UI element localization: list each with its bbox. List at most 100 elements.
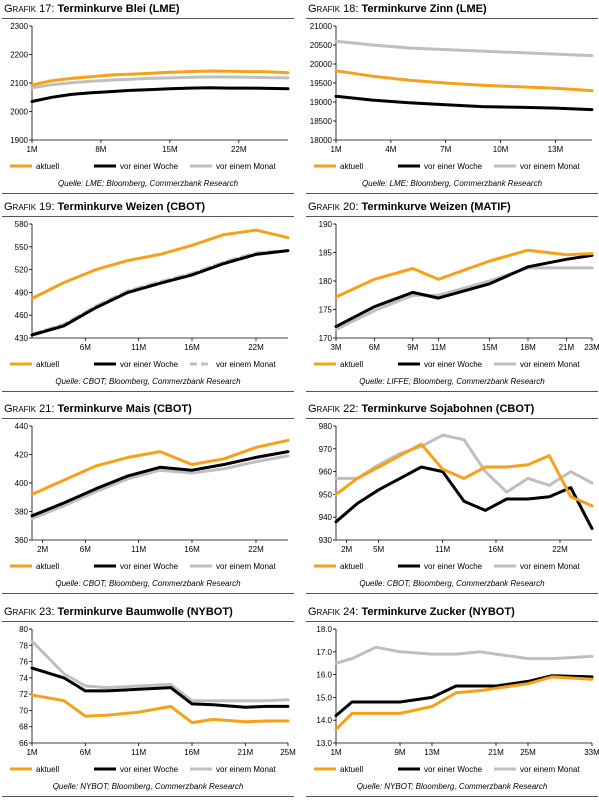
line-chart: 18000 18500 19000 19500 20000 20500 21000 1M 4M 7… — [310, 22, 594, 171]
series-line-vor-einer-woche — [30, 450, 290, 518]
x-tick-label: 33M — [584, 748, 599, 757]
chart-source: Quelle: CBOT; Bloomberg, Commerzbank Res… — [55, 377, 241, 386]
title-divider — [2, 18, 294, 19]
x-tick-label: 6M — [80, 748, 91, 757]
chart-source: Quelle: LIFFE; Bloomberg, Commerzbank Re… — [359, 377, 545, 386]
y-tick-label: 13.0 — [316, 739, 332, 748]
x-tick-label: 23M — [584, 343, 599, 352]
x-tick-label: 4M — [385, 145, 396, 154]
chart-title-prefix: Grafik 22: — [308, 403, 359, 415]
panel-bottom-divider — [306, 593, 598, 594]
panel-bottom-divider — [2, 796, 294, 797]
chart-title: Grafik 19: Terminkurve Weizen (CBOT) — [4, 201, 205, 213]
series-line-aktuell — [30, 438, 290, 496]
x-tick-label: 11M — [131, 545, 146, 554]
x-tick-label: 16M — [184, 343, 200, 352]
chart-title-text: Terminkurve Weizen (MATIF) — [358, 201, 511, 213]
panel-bottom-divider — [306, 796, 598, 797]
x-tick-label: 2M — [341, 545, 352, 554]
title-divider — [306, 216, 598, 217]
y-tick-label: 2000 — [10, 108, 28, 117]
y-tick-label: 185 — [319, 249, 333, 258]
y-tick-label: 18000 — [310, 136, 333, 145]
series-line-aktuell — [30, 69, 290, 87]
series-line-vor-einem-monat — [334, 645, 594, 665]
x-tick-label: 11M — [131, 748, 146, 757]
chart-panel: Grafik 24: Terminkurve Zucker (NYBOT) 13.… — [306, 606, 599, 801]
x-tick-label: 1M — [26, 145, 37, 154]
chart-source: Quelle: CBOT; Bloomberg, Commerzbank Res… — [359, 579, 545, 588]
x-tick-label: 15M — [162, 145, 178, 154]
y-tick-label: 930 — [319, 536, 333, 545]
x-tick-label: 21M — [559, 343, 575, 352]
legend-label: aktuell — [340, 765, 363, 774]
x-tick-label: 1M — [330, 748, 341, 757]
y-tick-label: 17.0 — [316, 648, 332, 657]
x-tick-label: 25M — [280, 748, 296, 757]
y-tick-label: 18500 — [310, 117, 333, 126]
x-tick-label: 16M — [488, 545, 504, 554]
legend-label: vor einem Monat — [520, 562, 580, 571]
series-line-vor-einer-woche — [30, 249, 290, 337]
y-tick-label: 490 — [15, 288, 29, 297]
chart-title-prefix: Grafik 17: — [4, 3, 55, 15]
series-line-vor-einem-monat — [30, 639, 290, 703]
panel-bottom-divider — [2, 391, 294, 392]
line-chart: 170 175 180 185 190 3M 6M 9M 11M 15M 18M 21M 23M aktu… — [314, 220, 599, 369]
y-tick-label: 18.0 — [316, 625, 332, 634]
y-tick-label: 20000 — [310, 60, 333, 69]
chart-title-prefix: Grafik 19: — [4, 201, 55, 213]
line-chart: 430 460 490 520 550 580 6M 11M 16M 22M aktuell vor … — [10, 220, 290, 369]
panel-bottom-divider — [306, 193, 598, 194]
title-divider — [306, 621, 598, 622]
x-tick-label: 10M — [493, 145, 509, 154]
series-line-aktuell — [334, 69, 594, 93]
y-tick-label: 970 — [319, 445, 333, 454]
legend-label: aktuell — [36, 162, 59, 171]
x-tick-label: 6M — [80, 545, 91, 554]
y-tick-label: 2100 — [10, 79, 28, 88]
series-line-vor-einem-monat — [30, 454, 290, 521]
x-tick-label: 18M — [520, 343, 536, 352]
y-tick-label: 980 — [319, 422, 333, 431]
series-line-vor-einer-woche — [30, 666, 290, 709]
legend-label: vor einer Woche — [424, 360, 483, 369]
legend-label: vor einem Monat — [216, 360, 276, 369]
x-tick-label: 25M — [520, 748, 536, 757]
y-tick-label: 400 — [15, 479, 29, 488]
chart-title-text: Terminkurve Baumwolle (NYBOT) — [54, 606, 233, 618]
panel-bottom-divider — [306, 391, 598, 392]
x-tick-label: 21M — [238, 748, 254, 757]
chart-title-prefix: Grafik 24: — [308, 606, 359, 618]
x-tick-label: 7M — [440, 145, 451, 154]
series-line-vor-einem-monat — [30, 75, 290, 90]
legend-label: vor einem Monat — [216, 562, 276, 571]
chart-title: Grafik 17: Terminkurve Blei (LME) — [4, 3, 180, 15]
chart-title: Grafik 22: Terminkurve Sojabohnen (CBOT) — [308, 403, 534, 415]
y-tick-label: 20500 — [310, 41, 333, 50]
chart-title-text: Terminkurve Sojabohnen (CBOT) — [358, 403, 535, 415]
y-tick-label: 16.0 — [316, 671, 332, 680]
series-line-aktuell — [334, 675, 594, 731]
chart-title: Grafik 20: Terminkurve Weizen (MATIF) — [308, 201, 511, 213]
x-tick-label: 6M — [80, 343, 91, 352]
title-divider — [306, 418, 598, 419]
y-tick-label: 78 — [19, 641, 28, 650]
y-tick-label: 15.0 — [316, 693, 332, 702]
chart-panel: Grafik 20: Terminkurve Weizen (MATIF) 170… — [306, 201, 599, 396]
chart-title-text: Terminkurve Mais (CBOT) — [54, 403, 192, 415]
x-tick-label: 2M — [37, 545, 48, 554]
chart-source: Quelle: LME; Bloomberg, Commerzbank Rese… — [361, 179, 543, 188]
chart-title: Grafik 18: Terminkurve Zinn (LME) — [308, 3, 487, 15]
series-line-vor-einer-woche — [30, 86, 290, 103]
y-tick-label: 440 — [15, 422, 29, 431]
x-tick-label: 15M — [482, 343, 498, 352]
legend-label: aktuell — [340, 162, 363, 171]
legend-label: aktuell — [340, 360, 363, 369]
x-tick-label: 22M — [248, 545, 264, 554]
y-tick-label: 580 — [15, 220, 29, 229]
y-tick-label: 960 — [319, 468, 333, 477]
legend-label: vor einer Woche — [424, 765, 483, 774]
series-line-aktuell — [30, 693, 290, 725]
x-tick-label: 16M — [184, 545, 200, 554]
